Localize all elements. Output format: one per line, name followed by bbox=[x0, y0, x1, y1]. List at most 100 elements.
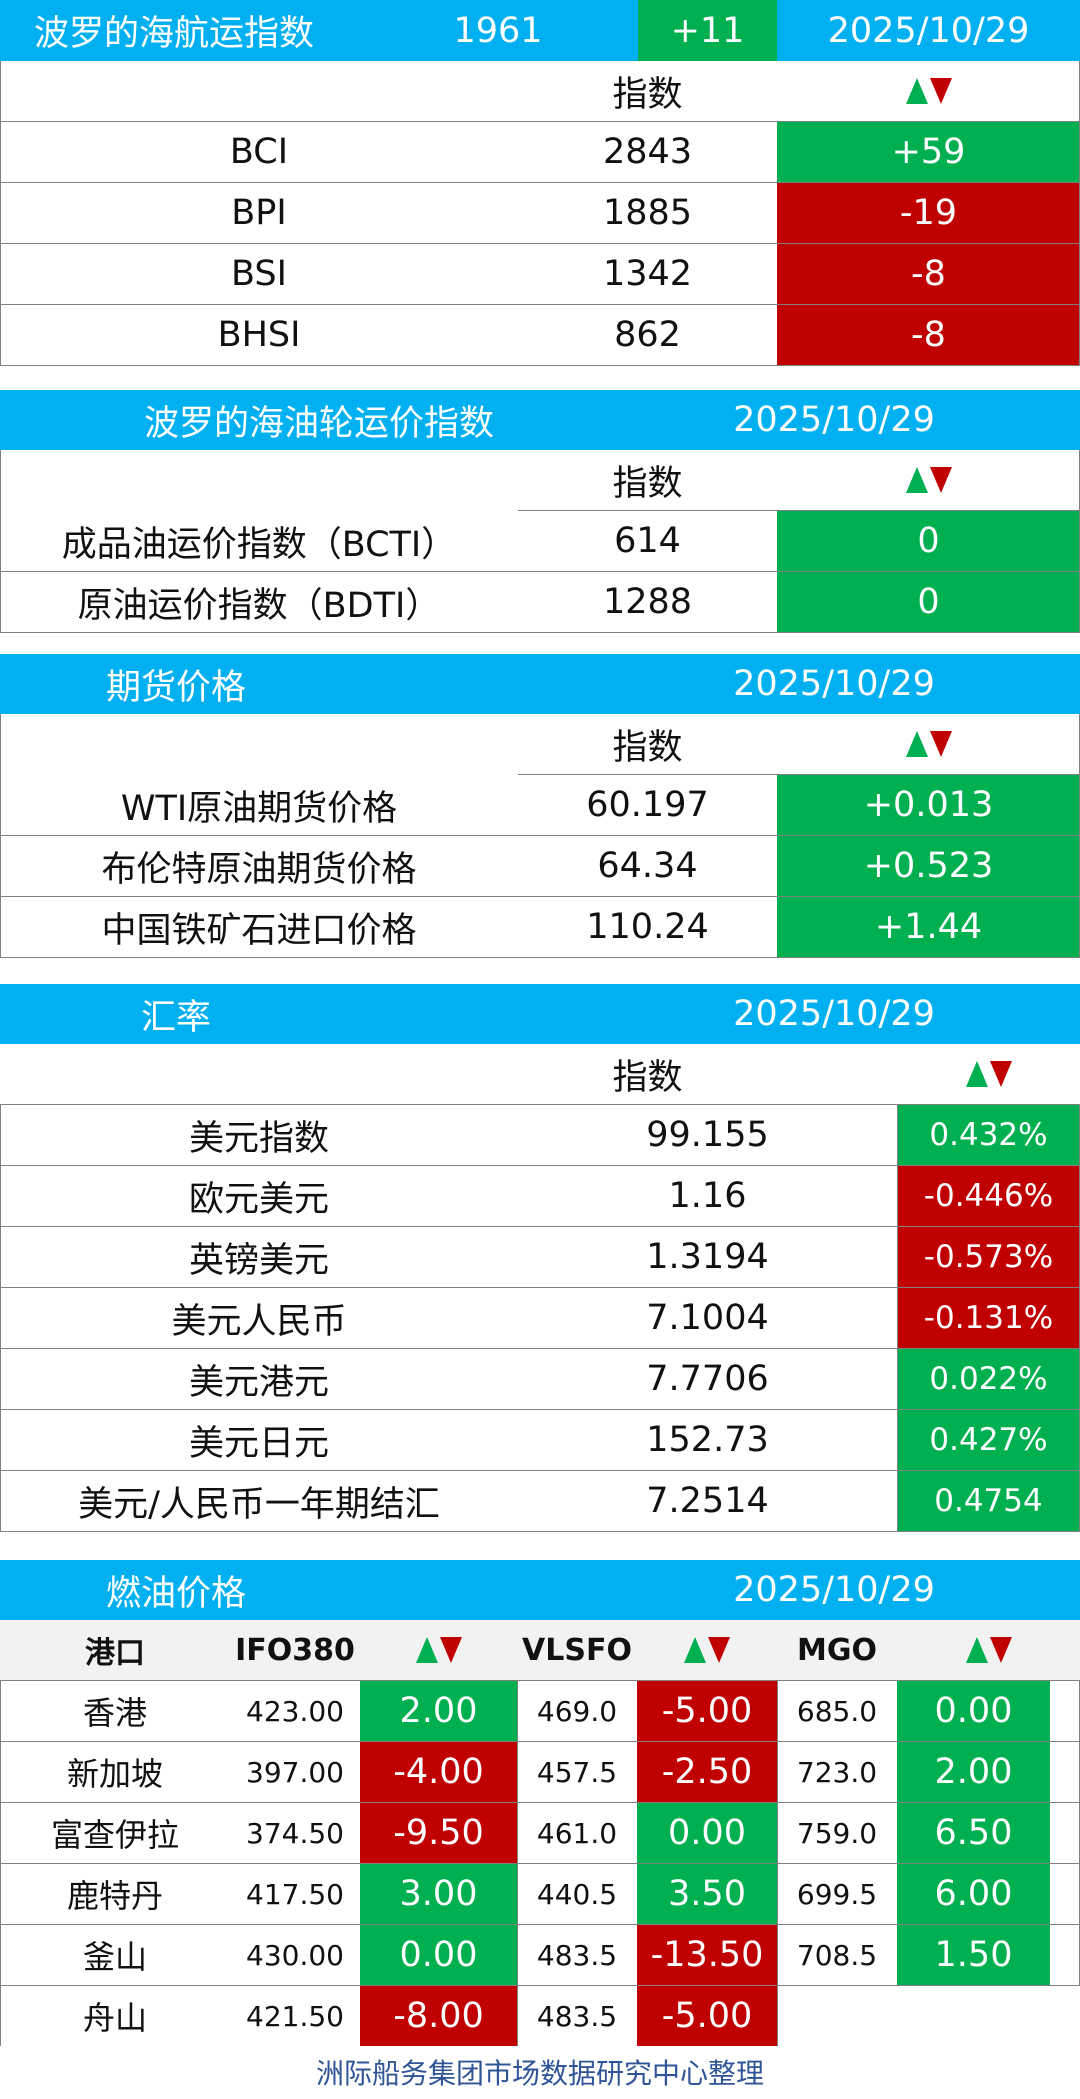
row-value: 7.1004 bbox=[646, 1298, 769, 1338]
vlsfo-price: 457.5 bbox=[536, 1755, 618, 1789]
row-change: -8 bbox=[777, 244, 1080, 304]
table-row: 釜山 430.00 0.00 483.5 -13.50 708.5 1.50 bbox=[0, 1925, 1080, 1985]
row-value: 152.73 bbox=[646, 1420, 769, 1460]
row-name: BSI bbox=[231, 254, 287, 294]
row-name: 欧元美元 bbox=[188, 1179, 329, 1220]
up-down-arrows-icon bbox=[684, 1637, 730, 1663]
row-value: 64.34 bbox=[597, 846, 698, 886]
table-row: 美元港元 7.7706 0.022% bbox=[0, 1349, 1080, 1409]
fx-date: 2025/10/29 bbox=[733, 994, 935, 1034]
row-name: BPI bbox=[231, 193, 287, 233]
table-row: 香港 423.00 2.00 469.0 -5.00 685.0 0.00 bbox=[0, 1681, 1080, 1741]
mgo-change: 1.50 bbox=[897, 1925, 1050, 1985]
vlsfo-change: -5.00 bbox=[637, 1681, 777, 1741]
vlsfo-change: 0.00 bbox=[637, 1803, 777, 1863]
fx-header: 汇率 2025/10/29 bbox=[0, 984, 1080, 1044]
table-row: 欧元美元 1.16 -0.446% bbox=[0, 1166, 1080, 1226]
ifo-change: 3.00 bbox=[360, 1864, 517, 1924]
vlsfo-change: -5.00 bbox=[637, 1986, 777, 2046]
table-row: BHSI 862 -8 bbox=[0, 305, 1080, 365]
row-name: BHSI bbox=[217, 315, 301, 355]
table-row: 原油运价指数（BDTI） 1288 0 bbox=[0, 572, 1080, 632]
ifo-price: 430.00 bbox=[246, 1938, 344, 1972]
port-name: 富查伊拉 bbox=[50, 1816, 179, 1854]
vlsfo-price: 440.5 bbox=[536, 1877, 618, 1911]
bdi-header: 波罗的海航运指数 1961 +11 2025/10/29 bbox=[0, 0, 1080, 61]
row-name: 中国铁矿石进口价格 bbox=[101, 910, 417, 951]
futures-title: 期货价格 bbox=[106, 667, 247, 708]
mgo-change bbox=[897, 1986, 1050, 2046]
port-col-label: 港口 bbox=[85, 1636, 145, 1671]
index-col-label: 指数 bbox=[612, 1057, 683, 1098]
row-value: 7.7706 bbox=[646, 1359, 769, 1399]
mgo-price: 699.5 bbox=[796, 1877, 878, 1911]
mgo-change: 0.00 bbox=[897, 1681, 1050, 1741]
port-name: 新加坡 bbox=[66, 1755, 163, 1793]
ifo-col-label: IFO380 bbox=[235, 1632, 355, 1668]
row-name: 美元港元 bbox=[188, 1362, 329, 1403]
row-name: 美元日元 bbox=[188, 1423, 329, 1464]
row-name: WTI原油期货价格 bbox=[120, 788, 398, 829]
ifo-price: 417.50 bbox=[246, 1877, 344, 1911]
row-value: 1342 bbox=[602, 254, 693, 294]
futures-header: 期货价格 2025/10/29 bbox=[0, 654, 1080, 714]
row-name: 美元指数 bbox=[188, 1118, 329, 1159]
bdi-colheader: 指数 bbox=[0, 61, 1080, 121]
table-row: 美元/人民币一年期结汇 7.2514 0.4754 bbox=[0, 1471, 1080, 1531]
row-name: 成品油运价指数（BCTI） bbox=[61, 524, 457, 565]
row-name: BCI bbox=[229, 132, 289, 172]
index-col-label: 指数 bbox=[612, 74, 683, 115]
ifo-change: 2.00 bbox=[360, 1681, 517, 1741]
row-value: 110.24 bbox=[586, 907, 709, 947]
up-down-arrows-icon bbox=[905, 731, 952, 757]
port-name: 香港 bbox=[82, 1694, 147, 1732]
row-change: 0.432% bbox=[897, 1105, 1080, 1165]
table-row: 舟山 421.50 -8.00 483.5 -5.00 bbox=[0, 1986, 1080, 2046]
tanker-date: 2025/10/29 bbox=[733, 400, 935, 440]
table-row: 富查伊拉 374.50 -9.50 461.0 0.00 759.0 6.50 bbox=[0, 1803, 1080, 1863]
tanker-colheader: 指数 bbox=[0, 450, 1080, 510]
vlsfo-price: 483.5 bbox=[536, 1999, 618, 2033]
row-name: 美元人民币 bbox=[171, 1301, 347, 1342]
up-down-arrows-icon bbox=[415, 1637, 462, 1663]
row-change: 0 bbox=[777, 572, 1080, 632]
futures-colheader: 指数 bbox=[0, 714, 1080, 774]
row-value: 2843 bbox=[602, 132, 693, 172]
mgo-change: 6.50 bbox=[897, 1803, 1050, 1863]
bdi-date: 2025/10/29 bbox=[827, 10, 1030, 51]
mgo-col-label: MGO bbox=[797, 1632, 877, 1668]
port-name: 舟山 bbox=[82, 1999, 147, 2037]
row-name: 英镑美元 bbox=[188, 1240, 329, 1281]
row-change: +59 bbox=[777, 122, 1080, 182]
row-value: 60.197 bbox=[586, 785, 709, 825]
table-row: 美元指数 99.155 0.432% bbox=[0, 1105, 1080, 1165]
row-value: 1288 bbox=[602, 582, 693, 622]
index-col-label: 指数 bbox=[612, 463, 683, 504]
row-change: +0.523 bbox=[777, 836, 1080, 896]
mgo-price: 723.0 bbox=[796, 1755, 878, 1789]
footer-credit: 洲际船务集团市场数据研究中心整理 bbox=[315, 2057, 764, 2090]
mgo-price: 759.0 bbox=[796, 1816, 878, 1850]
mgo-price: 685.0 bbox=[796, 1694, 878, 1728]
table-row: 布伦特原油期货价格 64.34 +0.523 bbox=[0, 836, 1080, 896]
row-name: 美元/人民币一年期结汇 bbox=[78, 1484, 440, 1525]
ifo-change: 0.00 bbox=[360, 1925, 517, 1985]
row-change: -0.131% bbox=[897, 1288, 1080, 1348]
vlsfo-price: 483.5 bbox=[536, 1938, 618, 1972]
ifo-change: -4.00 bbox=[360, 1742, 517, 1802]
mgo-change: 6.00 bbox=[897, 1864, 1050, 1924]
ifo-change: -9.50 bbox=[360, 1803, 517, 1863]
row-value: 99.155 bbox=[646, 1115, 769, 1155]
row-change: 0.4754 bbox=[897, 1471, 1080, 1531]
index-col-label: 指数 bbox=[612, 727, 683, 768]
row-change: -0.446% bbox=[897, 1166, 1080, 1226]
bunker-date: 2025/10/29 bbox=[733, 1570, 935, 1610]
vlsfo-price: 461.0 bbox=[536, 1816, 618, 1850]
row-name: 原油运价指数（BDTI） bbox=[77, 585, 441, 626]
row-change: +0.013 bbox=[777, 775, 1080, 835]
table-row: 中国铁矿石进口价格 110.24 +1.44 bbox=[0, 897, 1080, 957]
futures-date: 2025/10/29 bbox=[733, 664, 935, 704]
mgo-price bbox=[777, 1986, 897, 2046]
table-row: 新加坡 397.00 -4.00 457.5 -2.50 723.0 2.00 bbox=[0, 1742, 1080, 1802]
row-change: 0 bbox=[777, 511, 1080, 571]
